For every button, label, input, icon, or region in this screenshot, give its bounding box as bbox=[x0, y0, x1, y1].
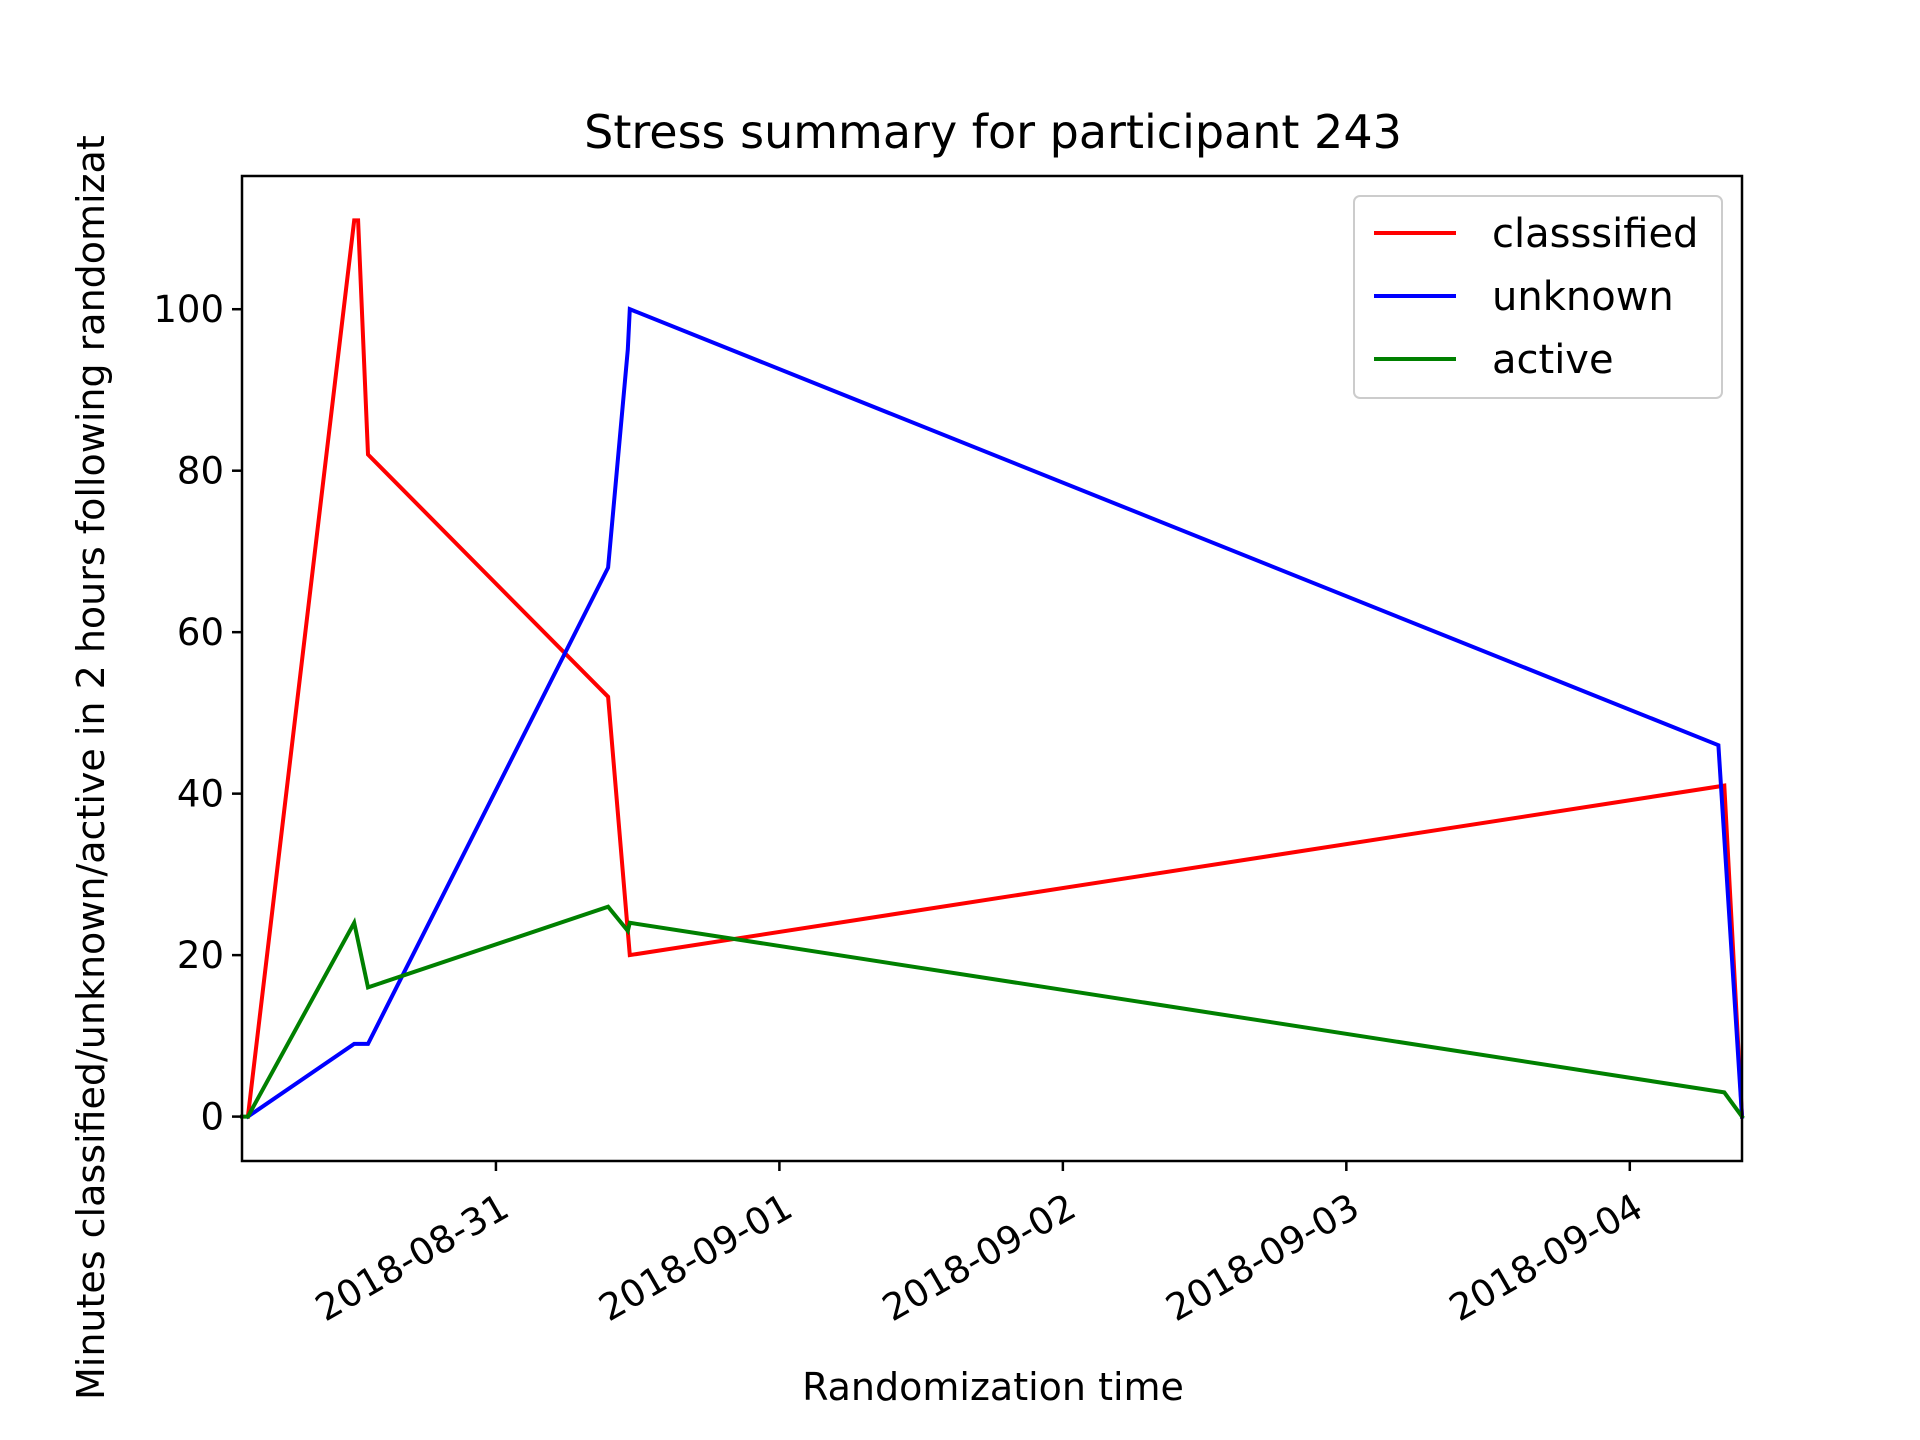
y-axis-ticks: 0 20 40 60 80 100 bbox=[153, 288, 242, 1139]
series-line-active bbox=[240, 904, 1745, 1120]
plot-frame bbox=[240, 174, 1744, 1163]
legend-label-classsified: classsified bbox=[1492, 211, 1698, 257]
series-line-classsified bbox=[245, 218, 1745, 1119]
legend-label-unknown: unknown bbox=[1492, 274, 1674, 320]
series-line-unknown bbox=[245, 306, 1745, 1120]
series-layer bbox=[240, 218, 1745, 1120]
y-tick-label: 60 bbox=[177, 611, 224, 654]
legend: classsified unknown active bbox=[1353, 195, 1723, 399]
y-tick-label: 0 bbox=[200, 1096, 224, 1139]
y-tick-label: 100 bbox=[153, 288, 224, 331]
y-tick-label: 80 bbox=[177, 450, 224, 493]
y-axis-label: Minutes classified/unknown/active in 2 h… bbox=[69, 135, 113, 1400]
legend-box bbox=[1353, 195, 1723, 399]
legend-label-active: active bbox=[1492, 337, 1614, 383]
y-tick-label: 20 bbox=[177, 934, 224, 977]
chart-title: Stress summary for participant 243 bbox=[584, 105, 1402, 159]
x-axis-label: Randomization time bbox=[802, 1365, 1184, 1409]
y-tick-label: 40 bbox=[177, 773, 224, 816]
